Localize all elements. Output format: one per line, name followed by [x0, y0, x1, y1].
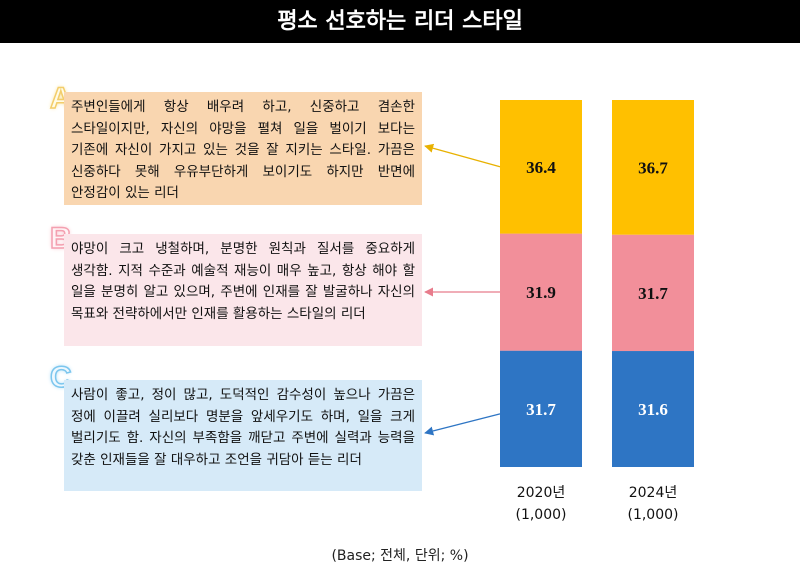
description-box-c: 사람이 좋고, 정이 많고, 도덕적인 감수성이 높으나 가끔은 정에 이끌려 …	[64, 380, 422, 491]
data-label-b-0: 31.9	[526, 283, 556, 302]
page-title: 평소 선호하는 리더 스타일	[0, 0, 800, 43]
data-label-a-1: 36.7	[638, 158, 668, 177]
data-label-b-1: 31.7	[638, 284, 668, 303]
data-label-c-1: 31.6	[638, 400, 668, 419]
x-category-year: 2020년	[516, 485, 566, 501]
connector-arrow-c	[424, 413, 501, 436]
bar-segment-b-1	[612, 234, 694, 352]
bar-segment-a-1	[612, 100, 694, 235]
bar-segment-c-0	[500, 350, 582, 467]
x-category-label-2024: 2024년 (1,000)	[593, 482, 713, 526]
footnote: (Base; 전체, 단위; %)	[331, 548, 469, 564]
connector-arrow-a	[424, 143, 501, 168]
data-label-a-0: 36.4	[526, 158, 556, 177]
x-category-label-2020: 2020년 (1,000)	[481, 482, 601, 526]
bar-segment-a-0	[500, 100, 582, 234]
data-label-c-0: 31.7	[526, 400, 556, 419]
x-category-base: (1,000)	[515, 507, 567, 523]
x-category-year: 2024년	[628, 485, 678, 501]
description-box-b: 야망이 크고 냉철하며, 분명한 원칙과 질서를 중요하게 생각함. 지적 수준…	[64, 234, 422, 346]
description-box-a: 주변인들에게 항상 배우려 하고, 신중하고 겸손한 스타일이지만, 자신의 야…	[64, 92, 422, 205]
bar-segment-b-0	[500, 233, 582, 351]
x-category-base: (1,000)	[627, 507, 679, 523]
bar-segment-c-1	[612, 351, 694, 467]
